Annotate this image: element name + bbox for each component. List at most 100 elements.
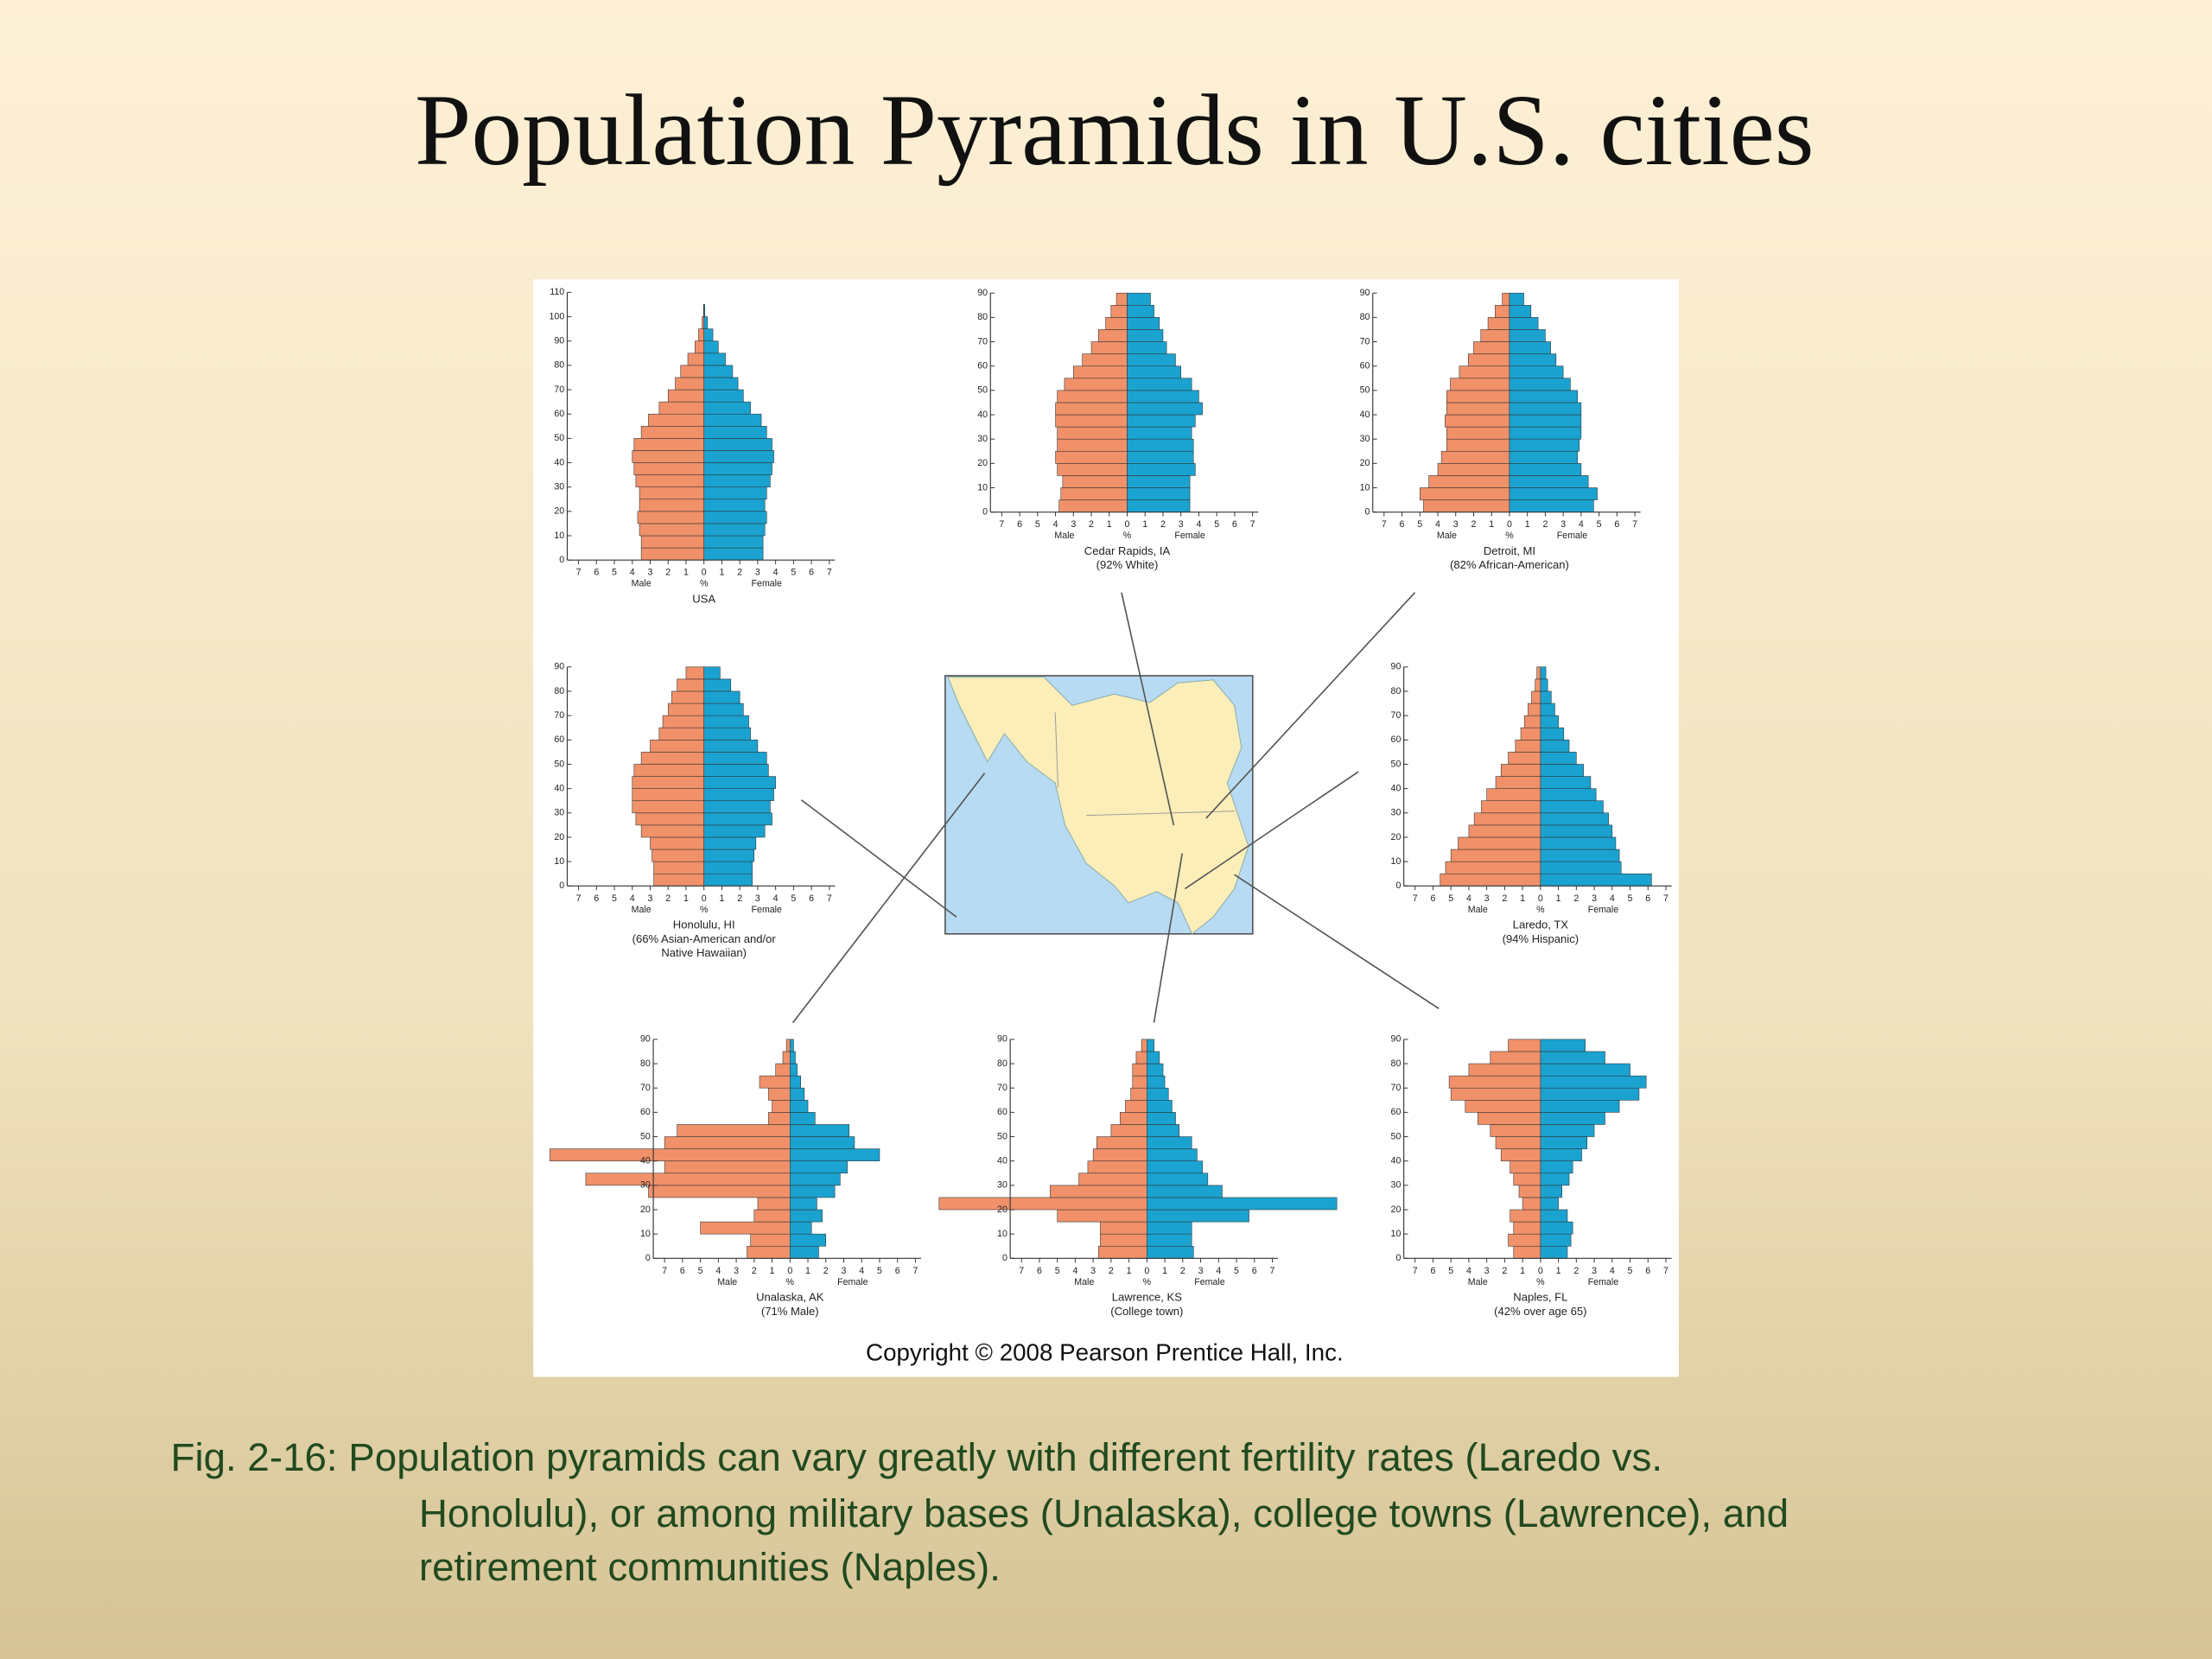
y-tick-label: 30 (1360, 434, 1370, 444)
bar (1127, 292, 1151, 306)
bar (703, 715, 749, 728)
y-tick-label: 0 (645, 1253, 651, 1263)
y-tick-label: 90 (554, 335, 564, 346)
x-tick-label: 0 (1538, 893, 1543, 904)
bar (1540, 1245, 1568, 1259)
x-tick-label: 4 (1466, 893, 1471, 904)
chart-caption: (College town) (1110, 1305, 1183, 1318)
bar (703, 474, 771, 487)
x-tick-label: 3 (1484, 1266, 1490, 1276)
y-tick-label: 10 (554, 531, 564, 541)
chart-caption: (92% White) (1096, 558, 1159, 571)
bar (790, 1173, 841, 1186)
bar (653, 861, 704, 874)
bar (1508, 1233, 1541, 1247)
bar (1127, 450, 1194, 464)
x-tick-label: 5 (1234, 1266, 1239, 1276)
y-tick-label: 60 (997, 1107, 1007, 1117)
pyramid-chart: 0 10 20 30 40 50 60 70 80 90 100 110 0 1 1 2 2 3 3 4 4 5 5 6 6 7 7… (550, 287, 836, 605)
bar (1127, 341, 1167, 354)
bar (703, 304, 706, 317)
y-tick-label: 20 (554, 832, 564, 842)
bar (1540, 836, 1617, 850)
y-tick-label: 50 (554, 759, 564, 769)
bar (664, 1160, 791, 1174)
bar (1110, 1124, 1147, 1137)
leader-line (1184, 771, 1359, 890)
bar (639, 486, 704, 500)
bar (703, 353, 726, 366)
bar (1540, 873, 1652, 887)
x-tick-label: 3 (755, 893, 760, 904)
x-tick-label: 7 (1250, 519, 1255, 530)
x-tick-label: 3 (1198, 1266, 1204, 1276)
axis-group-label: Male (717, 1277, 737, 1287)
bar (1540, 1185, 1563, 1198)
bar (1540, 1051, 1605, 1065)
bar (1078, 1173, 1147, 1186)
bar (1540, 715, 1559, 728)
copyright: Copyright © 2008 Pearson Prentice Hall, … (866, 1339, 1344, 1366)
bar (703, 849, 755, 862)
bar (1480, 329, 1510, 342)
bar (1127, 378, 1192, 391)
y-tick-label: 90 (1360, 288, 1370, 298)
bar (1055, 402, 1128, 416)
x-tick-label: 3 (1484, 893, 1490, 904)
bar (703, 800, 771, 814)
y-tick-label: 40 (977, 410, 988, 420)
bar (1082, 353, 1128, 366)
x-tick-label: 2 (1109, 1266, 1114, 1276)
x-tick-label: 7 (1413, 893, 1418, 904)
y-tick-label: 0 (1395, 880, 1401, 891)
bar (1450, 849, 1541, 862)
bar (1490, 1051, 1541, 1065)
x-tick-label: 0 (1507, 519, 1512, 530)
x-tick-label: 2 (665, 893, 671, 904)
y-tick-label: 90 (977, 288, 988, 298)
y-tick-label: 50 (554, 433, 564, 443)
bar (1540, 666, 1547, 680)
x-tick-label: 5 (612, 893, 617, 904)
bar (653, 873, 704, 887)
bar (790, 1087, 805, 1101)
bar (1105, 317, 1128, 330)
bar (1540, 1087, 1640, 1101)
x-tick-label: 4 (773, 568, 779, 578)
bar (1428, 475, 1510, 488)
x-axis-label: % (1143, 1277, 1152, 1287)
bar (1509, 463, 1582, 476)
bar (1509, 378, 1571, 391)
x-tick-label: 2 (737, 893, 742, 904)
x-tick-label: 1 (1525, 519, 1530, 530)
bar (1147, 1185, 1223, 1198)
y-tick-label: 70 (977, 336, 988, 346)
bar (1057, 390, 1128, 404)
bar (1445, 414, 1510, 428)
bar (1147, 1136, 1192, 1149)
bar (790, 1209, 823, 1223)
bar (1540, 690, 1552, 704)
y-tick-label: 10 (1391, 1229, 1402, 1239)
bar (1510, 1160, 1541, 1174)
bar (1437, 463, 1510, 476)
y-tick-label: 90 (554, 662, 564, 672)
bar (1509, 390, 1579, 404)
y-tick-label: 0 (1365, 506, 1370, 517)
x-tick-label: 4 (1053, 519, 1058, 530)
x-tick-label: 1 (719, 568, 724, 578)
bar (1509, 317, 1539, 330)
x-axis-label: % (700, 905, 709, 915)
bar (1450, 378, 1510, 391)
map-borders (1054, 712, 1235, 817)
x-tick-label: 7 (1632, 519, 1637, 530)
bar (1490, 1124, 1541, 1137)
bar (1495, 1136, 1541, 1149)
y-tick-label: 40 (1391, 1155, 1402, 1166)
bar (640, 824, 704, 838)
axis-group-label: Male (1437, 531, 1457, 541)
bar (639, 523, 704, 537)
y-tick-label: 10 (554, 856, 564, 867)
bar (1127, 304, 1154, 318)
chart-caption: Native Hawaiian) (661, 946, 747, 959)
